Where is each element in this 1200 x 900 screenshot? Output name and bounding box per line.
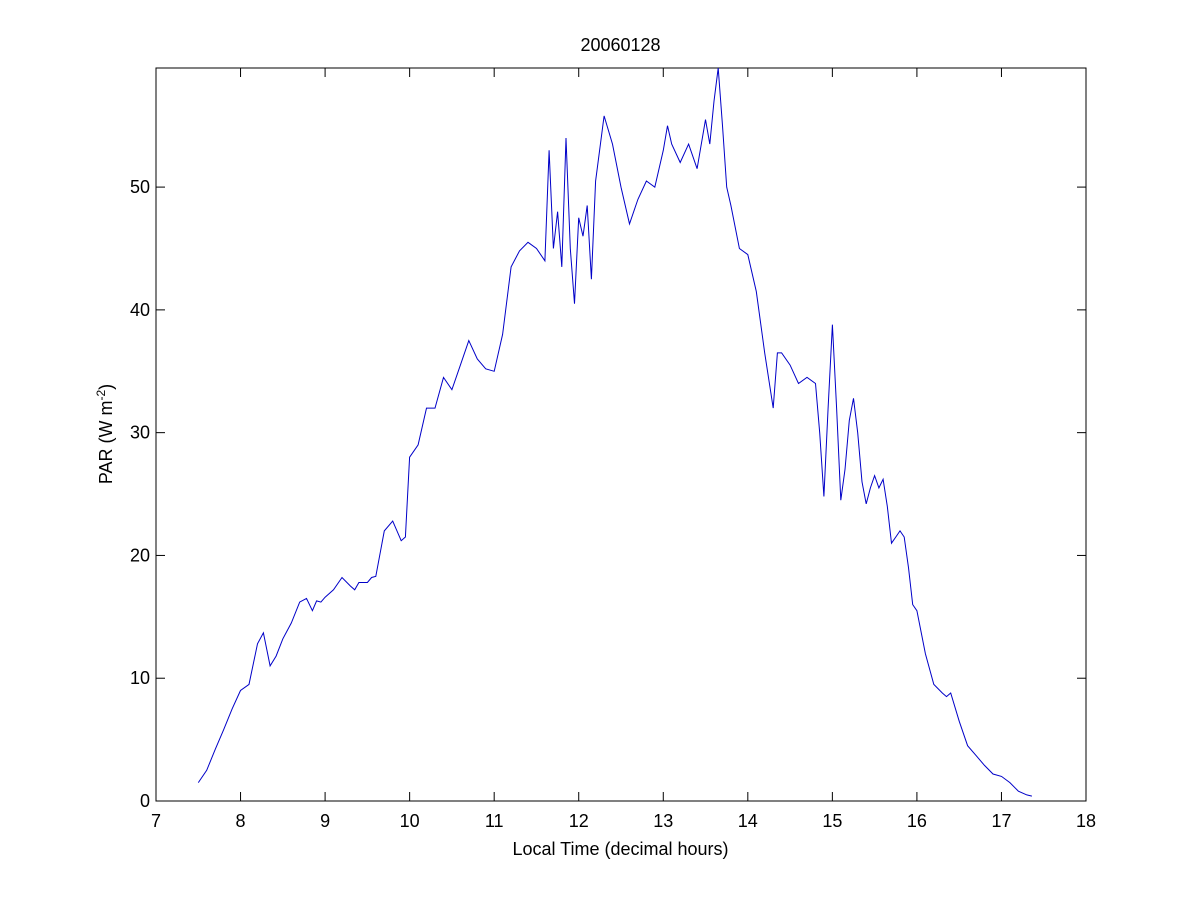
x-tick-label: 14: [738, 811, 758, 831]
y-axis-label-superscript: -2: [94, 390, 108, 401]
y-tick-label: 0: [140, 791, 150, 811]
plot-area-border: [155, 67, 1087, 802]
chart-title: 20060128: [580, 35, 660, 55]
x-tick-label: 18: [1076, 811, 1096, 831]
x-tick-label: 12: [569, 811, 589, 831]
y-axis-label-close: ): [96, 384, 116, 390]
y-axis-label-main: PAR (W m: [96, 401, 116, 485]
x-tick-label: 9: [320, 811, 330, 831]
x-tick-label: 15: [822, 811, 842, 831]
x-axis-ticks: 7 8 9 10 11 12 13 14 15 16 17 18: [151, 68, 1096, 831]
x-tick-label: 16: [907, 811, 927, 831]
par-series-line: [197, 67, 1033, 797]
y-tick-label: 40: [130, 300, 150, 320]
x-tick-label: 17: [991, 811, 1011, 831]
y-tick-label: 30: [130, 423, 150, 443]
x-tick-label: 7: [151, 811, 161, 831]
x-tick-label: 13: [653, 811, 673, 831]
axes-frame: [155, 67, 1087, 802]
x-tick-label: 10: [400, 811, 420, 831]
x-tick-label: 11: [485, 811, 504, 831]
x-axis-label: Local Time (decimal hours): [512, 839, 728, 859]
y-axis-ticks: 0 10 20 30 40 50: [130, 177, 1086, 811]
x-tick-label: 8: [236, 811, 246, 831]
y-tick-label: 10: [130, 668, 150, 688]
y-tick-label: 20: [130, 545, 150, 565]
y-axis-label: PAR (W m-2): [94, 384, 116, 484]
y-tick-label: 50: [130, 177, 150, 197]
